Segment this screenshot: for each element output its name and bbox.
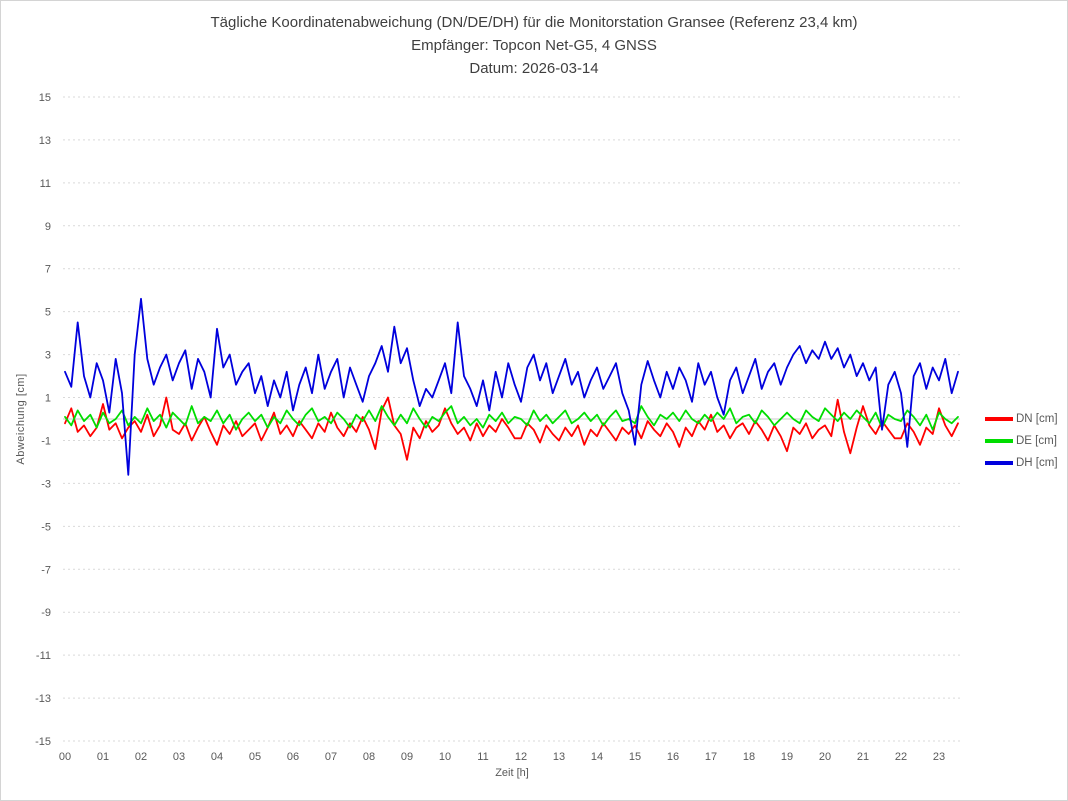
x-tick-label: 03	[173, 751, 185, 763]
x-tick-label: 10	[439, 751, 451, 763]
series-line-de	[64, 405, 959, 431]
y-tick-label: -7	[41, 564, 51, 576]
x-tick-label: 12	[515, 751, 527, 763]
y-tick-label: 13	[39, 135, 51, 147]
y-tick-label: 5	[45, 307, 51, 319]
x-tick-label: 00	[59, 751, 71, 763]
y-tick-label: -3	[41, 478, 51, 490]
legend-line-swatch	[985, 461, 1013, 465]
legend-item-dh: DH [cm]	[985, 452, 1058, 474]
legend-label: DN [cm]	[1016, 413, 1058, 425]
y-tick-label: 1	[45, 393, 51, 405]
x-tick-label: 06	[287, 751, 299, 763]
chart-title-block: Tägliche Koordinatenabweichung (DN/DE/DH…	[1, 11, 1067, 80]
legend-label: DE [cm]	[1016, 435, 1057, 447]
x-tick-label: 18	[743, 751, 755, 763]
x-tick-label: 13	[553, 751, 565, 763]
x-tick-label: 07	[325, 751, 337, 763]
legend-item-dn: DN [cm]	[985, 408, 1058, 430]
chart-title: Tägliche Koordinatenabweichung (DN/DE/DH…	[210, 14, 858, 31]
chart-subtitle-receiver: Empfänger: Topcon Net-G5, 4 GNSS	[411, 37, 657, 54]
legend: DN [cm] DE [cm] DH [cm]	[985, 408, 1058, 474]
y-tick-label: -1	[41, 435, 51, 447]
y-tick-label: -5	[41, 521, 51, 533]
x-tick-label: 05	[249, 751, 261, 763]
legend-line-swatch	[985, 417, 1013, 421]
y-tick-label: 15	[39, 92, 51, 104]
y-tick-label: -9	[41, 607, 51, 619]
x-tick-label: 15	[629, 751, 641, 763]
legend-line-swatch	[985, 439, 1013, 443]
y-tick-label: 11	[40, 178, 51, 190]
x-tick-label: 16	[667, 751, 679, 763]
y-tick-label: -15	[35, 736, 51, 748]
x-tick-label: 02	[135, 751, 147, 763]
x-tick-label: 01	[97, 751, 109, 763]
x-tick-label: 21	[857, 751, 869, 763]
x-tick-label: 23	[933, 751, 945, 763]
x-tick-label: 22	[895, 751, 907, 763]
x-tick-label: 08	[363, 751, 375, 763]
chart-subtitle-date: Datum: 2026-03-14	[469, 60, 599, 77]
series-line-dn	[64, 396, 959, 461]
x-tick-label: 19	[781, 751, 793, 763]
x-tick-label: 11	[477, 751, 488, 763]
x-tick-label: 09	[401, 751, 413, 763]
x-tick-label: 20	[819, 751, 831, 763]
y-tick-label: -13	[35, 693, 51, 705]
y-tick-label: 3	[45, 350, 51, 362]
x-tick-label: 04	[211, 751, 223, 763]
x-tick-label: 17	[705, 751, 717, 763]
legend-item-de: DE [cm]	[985, 430, 1058, 452]
y-tick-label: -11	[36, 650, 51, 662]
y-tick-label: 7	[45, 264, 51, 276]
x-axis-title: Zeit [h]	[495, 767, 529, 779]
series-line-dh	[64, 297, 959, 476]
legend-label: DH [cm]	[1016, 457, 1058, 469]
y-tick-label: 9	[45, 221, 51, 233]
x-tick-label: 14	[591, 751, 603, 763]
